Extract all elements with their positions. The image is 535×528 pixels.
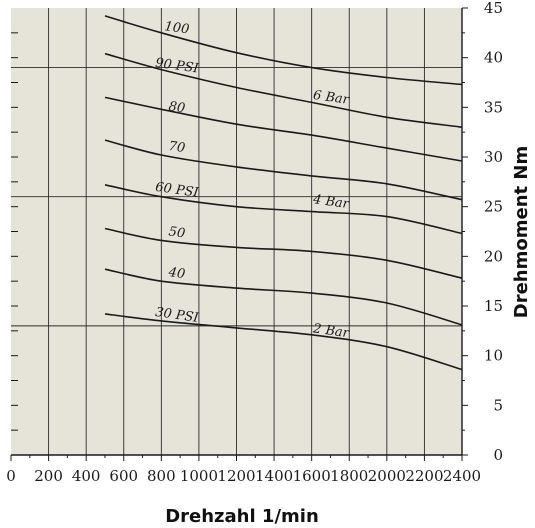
curve-70 [104, 139, 463, 201]
curve-label: 70 [168, 139, 186, 156]
x-tick-label: 1800 [330, 467, 368, 485]
curve-label: 100 [164, 19, 191, 37]
x-tick-label: 1000 [180, 467, 218, 485]
x-tick-label: 200 [34, 467, 63, 485]
grid [11, 8, 462, 455]
curve-50 [104, 227, 463, 279]
curve-label: 80 [168, 99, 186, 116]
curve-labels: 100 90 PSI 80 70 60 PSI 50 40 30 PSI 6 Bar 4 Bar 2… [154, 19, 350, 341]
y-tick-label: 30 [484, 148, 503, 166]
curve-label: 90 PSI [154, 56, 200, 77]
curve-label: 6 Bar [312, 88, 350, 108]
x-tick-labels: 0 200 400 600 800 1000 1200 1400 1600 1800 2000 220… [6, 467, 481, 485]
x-tick-label: 800 [147, 467, 176, 485]
curve-label: 50 [168, 224, 186, 241]
curve-label: 2 Bar [311, 321, 350, 341]
x-axis-title: Drehzahl 1/min [165, 506, 319, 527]
curve-label: 30 PSI [154, 305, 200, 326]
x-tick-label: 0 [6, 467, 16, 485]
x-tick-label: 2400 [443, 467, 481, 485]
x-tick-label: 400 [72, 467, 101, 485]
curve-30-psi [104, 313, 463, 371]
x-tick-label: 600 [109, 467, 138, 485]
curve-100 [104, 15, 463, 86]
y-tick-label: 10 [484, 347, 503, 365]
x-tick-label: 1600 [293, 467, 331, 485]
y-axis-title: Drehmoment Nm [511, 146, 532, 318]
y-tick-label: 5 [493, 396, 503, 414]
x-tick-label: 1200 [217, 467, 255, 485]
y-tick-label: 25 [484, 198, 503, 216]
x-tick-label: 1400 [255, 467, 293, 485]
y-tick-label: 0 [493, 446, 503, 464]
curve-80 [104, 96, 463, 162]
curve-60-psi [104, 184, 463, 235]
curve-40 [104, 268, 463, 326]
curve-label: 4 Bar [311, 192, 350, 212]
curve-90-psi [104, 52, 463, 128]
y-tick-label: 45 [484, 0, 503, 17]
y-tick-label: 35 [484, 98, 503, 116]
curve-label: 40 [167, 265, 186, 282]
y-tick-label: 15 [484, 297, 503, 315]
x-tick-label: 2200 [405, 467, 443, 485]
series-curves [104, 15, 463, 371]
x-tick-label: 2000 [368, 467, 406, 485]
y-tick-labels: 0 5 10 15 20 25 30 35 40 45 [484, 0, 503, 464]
y-tick-label: 20 [484, 247, 503, 265]
curve-label: 60 PSI [154, 180, 200, 201]
y-tick-label: 40 [484, 49, 503, 67]
